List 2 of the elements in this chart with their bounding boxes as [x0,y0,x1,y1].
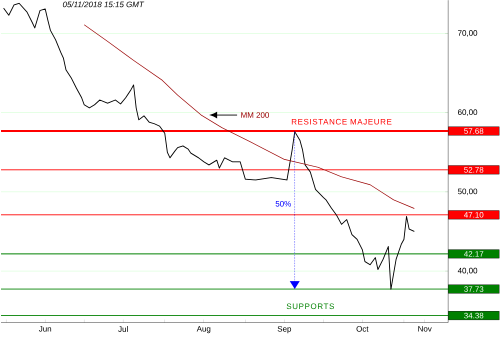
line-series [3,3,415,290]
line-series [84,24,415,210]
